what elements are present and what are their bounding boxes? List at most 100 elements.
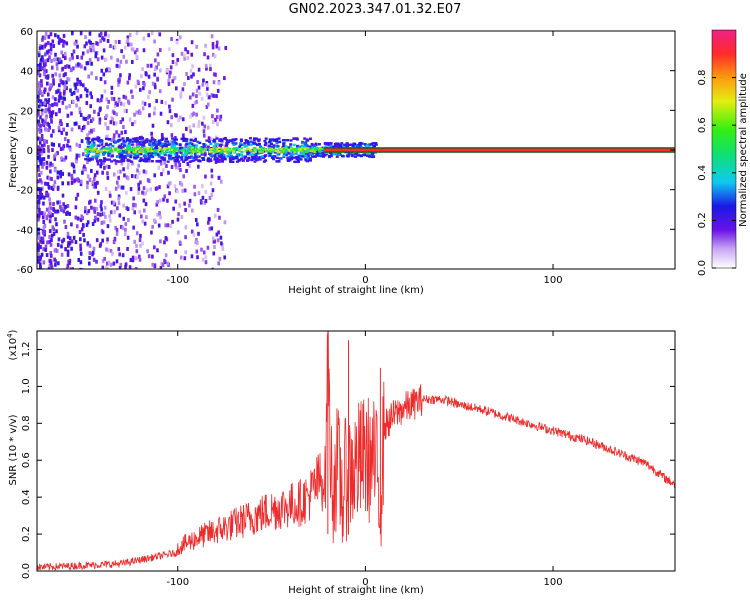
spectrogram-cell	[134, 174, 138, 179]
spectrogram-cell	[44, 62, 47, 67]
spectrogram-cell	[164, 253, 168, 258]
spectrogram-cell	[105, 158, 109, 161]
snr-xlabel: Height of straight line (km)	[288, 585, 424, 596]
spectrogram-cell	[138, 148, 142, 151]
spectrogram-cell	[115, 227, 119, 232]
spectrogram-cell	[138, 135, 142, 140]
spectrogram-cell	[160, 138, 164, 142]
spectrogram-cell	[172, 144, 176, 147]
spectrogram-cell	[37, 136, 40, 141]
spectrogram-cell	[222, 155, 226, 159]
spectrogram-cell	[88, 255, 91, 260]
spectrogram-cell	[57, 261, 60, 266]
spectrogram-cell	[47, 107, 50, 112]
spectrogram-cell	[179, 91, 183, 96]
spectrogram-cell	[308, 153, 312, 156]
spectrogram-cell	[241, 155, 245, 158]
spectrogram-cell	[93, 147, 97, 150]
spectrogram-cell	[91, 155, 95, 159]
spectrogram-cell	[159, 68, 162, 73]
spectrogram-cell	[103, 157, 107, 160]
spectrogram-cell	[117, 149, 121, 152]
spectrogram-cell	[41, 237, 45, 242]
spectrogram-cell	[71, 99, 75, 104]
spectrogram-cell	[173, 139, 177, 142]
spectrogram-cell	[92, 150, 96, 153]
spectrogram-cell	[159, 239, 162, 244]
spectrogram-cell	[46, 175, 50, 180]
spectrogram-cell	[115, 130, 118, 135]
spectrogram-cell	[166, 150, 170, 153]
spectrogram-cell	[126, 246, 129, 251]
spectrogram-cell	[68, 212, 71, 217]
spectrogram-cell	[62, 73, 66, 78]
spectrogram-cell	[122, 216, 126, 221]
spectrogram-cell	[210, 174, 214, 179]
spectrogram-cell	[102, 147, 106, 150]
spectrogram-cell	[197, 67, 201, 72]
spectrogram-cell	[145, 138, 149, 141]
spectrogram-cell	[292, 156, 296, 159]
spectrogram-cell	[186, 50, 190, 55]
spectrogram-cell	[91, 252, 94, 257]
spectrogram-cell	[190, 113, 194, 118]
spectrogram-cell	[42, 149, 46, 154]
spectrogram-cell	[276, 145, 280, 148]
spectrogram-cell	[259, 145, 263, 148]
spectrogram-cell	[53, 168, 57, 173]
spectrogram-cell	[171, 140, 175, 144]
spectrogram-cell	[86, 138, 90, 141]
spectrogram-cell	[38, 73, 42, 78]
spectrogram-cell	[120, 130, 124, 135]
spectrogram-cell	[40, 151, 43, 156]
spectrogram-cell	[115, 112, 118, 117]
spectrogram-ylabel: Frequency (Hz)	[8, 112, 19, 188]
spectrogram-cell	[195, 249, 199, 254]
spectrogram-cell	[60, 38, 64, 43]
spectrogram-cell	[239, 143, 243, 147]
spectrogram-cell	[43, 101, 46, 106]
colorbar-tick-label: 0.0	[697, 260, 708, 276]
spectrogram-cell	[119, 262, 123, 267]
spectrogram-cell	[72, 66, 75, 71]
spectrogram-cell	[211, 267, 215, 269]
spectrogram-cell	[151, 155, 155, 159]
spectrogram-cell	[80, 55, 84, 60]
spectrogram-cell	[232, 143, 236, 146]
spectrogram-cell	[174, 138, 178, 141]
spectrogram-cell	[91, 222, 95, 227]
spectrogram-cell	[195, 144, 199, 147]
spectrogram-cell	[50, 58, 53, 63]
spectrogram-cell	[127, 42, 130, 47]
spectrogram-cell	[170, 133, 174, 138]
spectrogram-cell	[47, 145, 50, 150]
spectrogram-cell	[143, 82, 146, 87]
spectrogram-cell	[64, 65, 67, 70]
carrier-line	[324, 148, 675, 152]
spectrogram-cell	[112, 150, 116, 153]
spectrogram-cell	[246, 143, 250, 146]
spectrogram-cell	[179, 149, 183, 152]
spectrogram-cell	[321, 151, 325, 155]
spectrogram-cell	[141, 67, 144, 72]
spectrogram-cell	[179, 93, 183, 98]
spectrogram-cell	[113, 44, 117, 49]
spectrogram-cell	[48, 55, 51, 60]
spectrogram-cell	[82, 116, 86, 121]
spectrogram-cell	[58, 39, 61, 44]
spectrogram-cell	[136, 168, 139, 173]
spectrogram-cell	[217, 151, 221, 155]
spectrogram-cell	[142, 143, 146, 147]
spectrogram-cell	[85, 148, 89, 151]
spectrogram-cell	[309, 145, 313, 148]
spectrogram-cell	[96, 150, 99, 153]
spectrogram-cell	[117, 194, 121, 199]
spectrogram-cell	[93, 109, 96, 114]
spectrogram-cell	[74, 205, 78, 210]
spectrogram-cell	[250, 155, 254, 159]
spectrogram-cell	[173, 184, 177, 189]
spectrogram-cell	[246, 147, 249, 150]
spectrogram-cell	[48, 263, 51, 268]
spectrogram-cell	[127, 148, 131, 151]
spectrogram-cell	[70, 246, 73, 251]
